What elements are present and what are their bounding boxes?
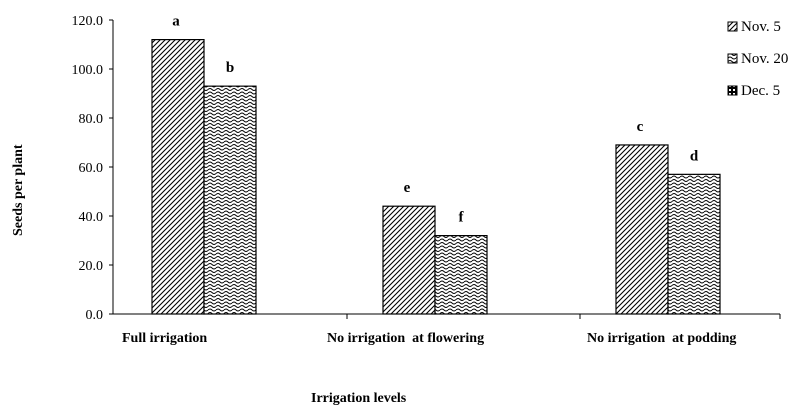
legend-swatch [727,85,738,96]
significance-letter: a [172,14,180,30]
x-axis-title: Irrigation levels [311,391,407,406]
legend-swatch [727,53,738,64]
category-label: No irrigation at flowering [327,331,484,346]
legend-swatch [727,21,738,32]
significance-letter: d [690,148,699,164]
category-labels: Full irrigation No irrigation at flowerin… [122,314,781,346]
category-label: No irrigation at podding [587,331,736,346]
bar-nov-20-0 [203,85,257,315]
y-tick-label: 60.0 [79,161,104,176]
y-tick-label: 20.0 [79,259,104,274]
category-label: Full irrigation [122,331,207,346]
bar-nov-5-2 [615,144,669,315]
y-tick-label: 100.0 [72,63,104,78]
legend-label: Nov. 5 [741,19,781,35]
significance-letters: a b e f c d [172,14,699,226]
significance-letter: c [637,119,644,135]
bar-nov-20-2 [667,173,721,315]
significance-letter: f [459,210,465,226]
bar-nov-5-0 [151,38,205,315]
legend-label: Nov. 20 [741,51,788,67]
significance-letter: b [226,60,234,76]
y-ticks: 0.0 20.0 40.0 60.0 80.0 100.0 120.0 [72,14,113,323]
y-axis-title: Seeds per plant [11,144,26,236]
y-tick-label: 40.0 [79,210,104,225]
y-tick-label: 80.0 [79,112,104,127]
y-tick-label: 120.0 [72,14,104,29]
significance-letter: e [404,180,411,196]
legend-label: Dec. 5 [741,83,780,99]
bar-nov-5-1 [382,205,436,315]
y-tick-label: 0.0 [86,308,104,323]
bar-nov-20-1 [434,235,488,315]
bars [151,38,721,315]
legend: Nov. 5 Nov. 20 Dec. 5 [727,19,788,99]
